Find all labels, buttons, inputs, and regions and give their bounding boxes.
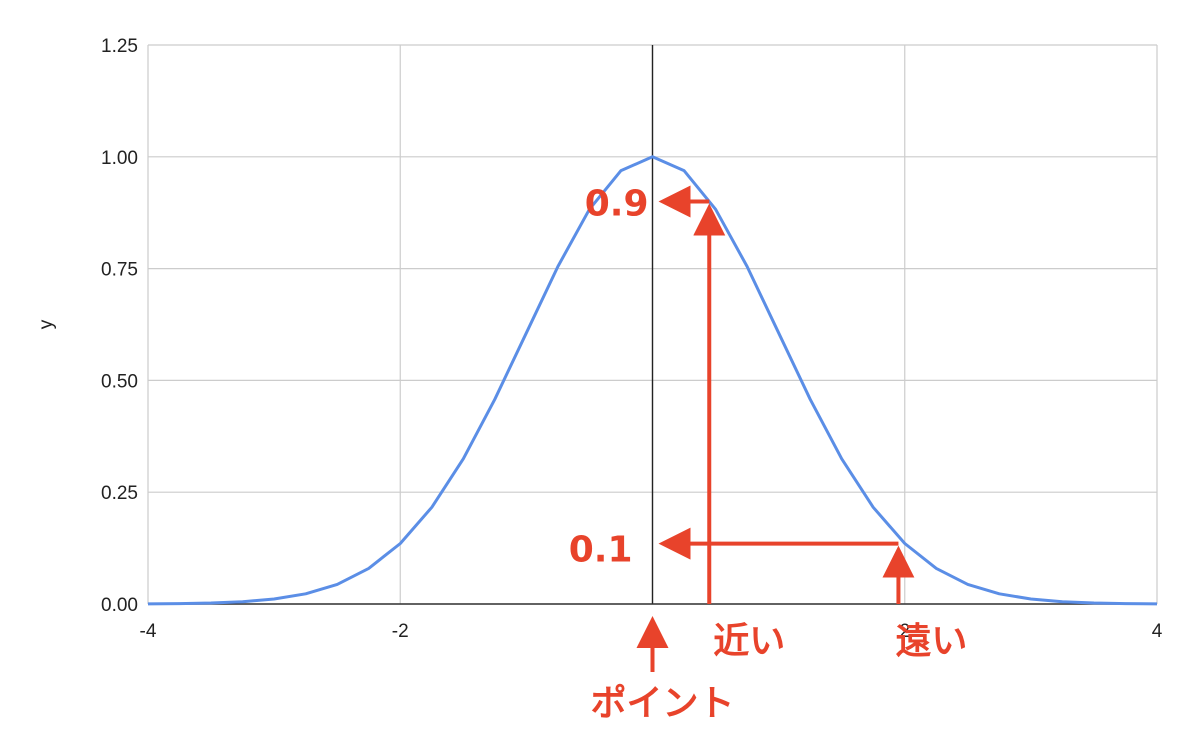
x-tick-label: 4	[1152, 621, 1163, 642]
y-tick-label: 1.25	[101, 36, 138, 57]
y-tick-label: 0.75	[101, 260, 138, 281]
axes: -4-20240.000.250.500.751.001.25	[101, 36, 1163, 642]
series	[147, 155, 1158, 606]
far-label: 遠い	[895, 621, 967, 662]
y-tick-label: 0.25	[101, 483, 138, 504]
y-axis-title: y	[36, 319, 57, 329]
x-tick-label: -2	[392, 621, 409, 642]
x-tick-label: 2	[899, 621, 910, 642]
near-label: 近い	[713, 621, 785, 662]
y-tick-label: 0.50	[101, 371, 138, 392]
far-value-label: 0.1	[569, 530, 633, 571]
series-line	[147, 155, 1158, 606]
y-tick-label: 0.00	[101, 595, 138, 616]
point-label: ポイント	[590, 682, 734, 724]
y-tick-label: 1.00	[101, 148, 138, 169]
x-tick-label: -4	[140, 621, 157, 642]
near-value-label: 0.9	[585, 184, 649, 225]
